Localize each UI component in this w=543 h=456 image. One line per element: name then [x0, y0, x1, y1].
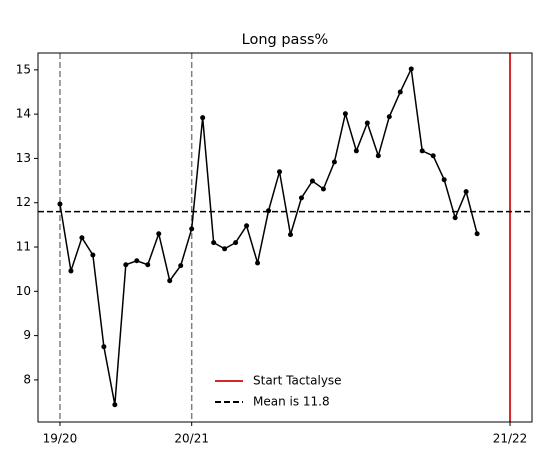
data-point	[452, 215, 458, 221]
data-point	[298, 195, 304, 201]
data-line	[59, 66, 478, 405]
data-point	[101, 344, 107, 350]
data-point	[189, 226, 195, 232]
x-tick-label: 19/20	[43, 432, 78, 446]
data-point	[123, 262, 129, 268]
data-point	[430, 153, 436, 159]
data-point	[309, 178, 315, 184]
data-point	[57, 201, 63, 207]
data-point	[287, 232, 293, 238]
legend-label: Mean is 11.8	[253, 395, 330, 409]
data-point	[408, 66, 414, 72]
data-point	[277, 169, 283, 175]
data-point	[364, 120, 370, 126]
chart-title: Long pass%	[242, 32, 329, 48]
data-point	[222, 246, 228, 252]
y-tick-label: 13	[16, 151, 31, 165]
data-point	[200, 115, 206, 121]
plot-frame	[37, 52, 533, 423]
data-point	[178, 263, 184, 269]
data-point	[353, 148, 359, 154]
data-point	[320, 186, 326, 192]
data-point	[244, 223, 250, 229]
legend-label: Start Tactalyse	[253, 374, 342, 388]
data-point	[90, 252, 96, 258]
data-point	[79, 235, 85, 241]
x-tick-label: 20/21	[174, 432, 209, 446]
data-point	[233, 240, 239, 246]
data-point	[342, 111, 348, 117]
data-point	[156, 231, 162, 237]
data-point	[167, 278, 173, 284]
data-point	[112, 402, 118, 408]
data-point	[397, 89, 403, 95]
data-point	[68, 268, 74, 274]
data-point	[386, 114, 392, 120]
y-tick-label: 15	[16, 62, 31, 76]
y-tick-label: 10	[16, 284, 31, 298]
y-tick-label: 12	[16, 195, 31, 209]
x-tick-label: 21/22	[493, 432, 528, 446]
data-point	[419, 148, 425, 154]
data-point	[211, 240, 217, 246]
y-tick-label: 14	[16, 107, 31, 121]
y-tick-label: 9	[23, 328, 31, 342]
data-point	[255, 260, 261, 266]
y-tick-label: 8	[23, 372, 31, 386]
data-point	[266, 208, 272, 214]
y-tick-label: 11	[16, 240, 31, 254]
data-point	[331, 159, 337, 165]
data-point	[134, 258, 140, 264]
data-point	[474, 231, 480, 237]
data-point	[441, 177, 447, 183]
data-point	[463, 189, 469, 195]
data-point	[375, 153, 381, 159]
data-point	[145, 262, 151, 268]
